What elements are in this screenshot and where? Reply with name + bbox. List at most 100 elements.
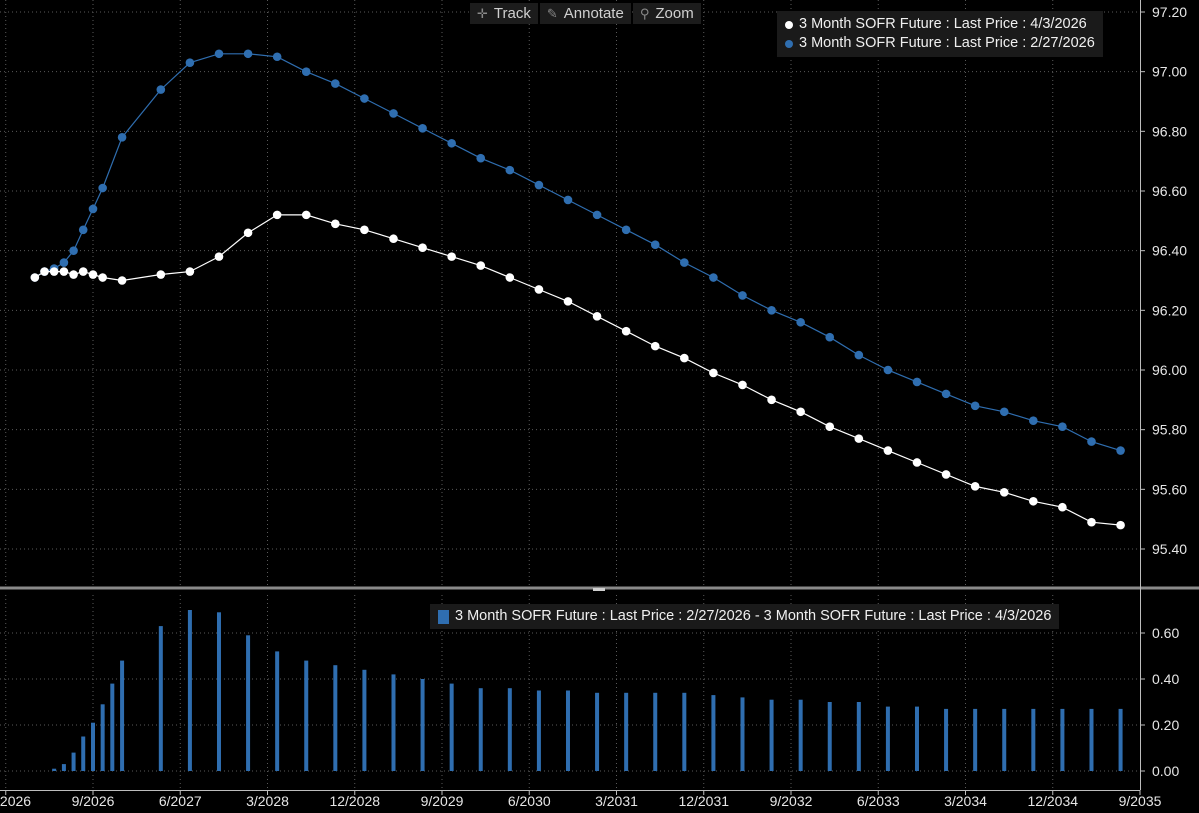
data-point bbox=[476, 153, 486, 163]
x-tick-label: 9/2026 bbox=[72, 793, 115, 809]
data-point bbox=[98, 273, 107, 282]
data-point bbox=[272, 210, 282, 220]
data-point bbox=[854, 350, 864, 360]
data-point bbox=[680, 353, 689, 363]
track-button[interactable]: ✛ Track bbox=[470, 3, 538, 24]
bar bbox=[682, 692, 687, 771]
series-line bbox=[34, 53, 1121, 452]
bar bbox=[1118, 708, 1123, 771]
legend-swatch-previous bbox=[785, 39, 793, 48]
x-tick-label: 6/2027 bbox=[159, 793, 202, 809]
y-tick-label-top: 96.60 bbox=[1152, 183, 1187, 199]
bar bbox=[798, 699, 803, 771]
data-point bbox=[650, 240, 660, 249]
bar bbox=[333, 665, 338, 771]
x-tick-label: 3/2034 bbox=[944, 793, 987, 809]
legend-entry-current[interactable]: 3 Month SOFR Future : Last Price : 4/3/2… bbox=[785, 15, 1095, 34]
annotate-label: Annotate bbox=[563, 5, 624, 22]
data-point bbox=[854, 434, 864, 443]
y-tick-label-top: 97.20 bbox=[1152, 4, 1187, 20]
panel-resize-handle bbox=[593, 588, 605, 591]
data-point bbox=[49, 267, 59, 276]
data-point bbox=[1116, 520, 1125, 530]
zoom-button[interactable]: ⚲ Zoom bbox=[632, 3, 701, 24]
data-point bbox=[476, 261, 486, 270]
bar bbox=[856, 702, 861, 771]
y-tick-label-bottom: 0.40 bbox=[1152, 671, 1179, 687]
data-point bbox=[156, 270, 166, 279]
x-tick-label: 12/2034 bbox=[1027, 793, 1078, 809]
crosshair-icon: ✛ bbox=[477, 6, 488, 21]
data-point bbox=[941, 470, 951, 479]
data-point bbox=[534, 180, 544, 190]
y-tick-label-top: 96.40 bbox=[1152, 243, 1187, 259]
track-label: Track bbox=[493, 5, 531, 22]
x-tick-label: 9/2029 bbox=[421, 793, 464, 809]
y-tick-label-top: 96.20 bbox=[1152, 302, 1187, 318]
bar bbox=[653, 692, 658, 771]
data-point bbox=[185, 267, 195, 276]
bar-chart-legend: 3 Month SOFR Future : Last Price : 2/27/… bbox=[430, 604, 1060, 629]
data-point bbox=[447, 138, 456, 148]
data-point bbox=[418, 243, 427, 252]
x-tick-label: 6/2033 bbox=[857, 793, 900, 809]
data-point bbox=[912, 458, 922, 467]
data-point bbox=[88, 204, 98, 214]
bar bbox=[71, 752, 76, 771]
bar bbox=[478, 688, 483, 771]
data-point bbox=[738, 291, 747, 300]
bar bbox=[507, 688, 512, 771]
data-point bbox=[40, 267, 49, 276]
annotate-button[interactable]: ✎ Annotate bbox=[539, 3, 631, 24]
bar bbox=[216, 612, 221, 771]
bar bbox=[246, 635, 251, 771]
data-point bbox=[738, 380, 747, 390]
legend-entry-previous[interactable]: 3 Month SOFR Future : Last Price : 2/27/… bbox=[785, 34, 1095, 53]
data-point bbox=[1087, 437, 1096, 446]
bar bbox=[827, 702, 832, 771]
data-point bbox=[650, 341, 660, 351]
data-point bbox=[98, 183, 107, 193]
data-point bbox=[117, 276, 127, 285]
data-point bbox=[30, 273, 40, 282]
y-tick-label-bottom: 0.00 bbox=[1152, 763, 1179, 779]
bar bbox=[1031, 708, 1036, 771]
data-point bbox=[592, 210, 602, 220]
x-tick-label: 12/2031 bbox=[678, 793, 729, 809]
bar bbox=[61, 764, 66, 771]
data-point bbox=[360, 94, 369, 103]
y-tick-label-top: 95.40 bbox=[1152, 541, 1187, 557]
data-point bbox=[505, 165, 515, 175]
bar bbox=[740, 697, 745, 771]
data-point bbox=[331, 219, 340, 229]
data-point bbox=[1116, 446, 1125, 455]
data-point bbox=[88, 270, 98, 279]
bar bbox=[362, 669, 367, 771]
bar bbox=[81, 736, 86, 771]
data-point bbox=[1058, 422, 1067, 431]
data-point bbox=[796, 407, 805, 417]
y-tick-label-top: 97.00 bbox=[1152, 64, 1187, 80]
y-tick-label-top: 95.60 bbox=[1152, 481, 1187, 497]
bar bbox=[973, 708, 978, 771]
data-point bbox=[301, 210, 311, 220]
data-point bbox=[883, 446, 893, 455]
bar bbox=[100, 704, 105, 771]
data-point bbox=[389, 234, 398, 244]
bar bbox=[1089, 708, 1094, 771]
data-point bbox=[825, 332, 835, 342]
bar bbox=[391, 674, 396, 771]
legend-entry-difference[interactable]: 3 Month SOFR Future : Last Price : 2/27/… bbox=[438, 607, 1051, 626]
data-point bbox=[447, 252, 456, 261]
data-point bbox=[1029, 496, 1038, 506]
data-point bbox=[214, 252, 224, 261]
data-point bbox=[912, 377, 922, 387]
series-line bbox=[34, 214, 1121, 526]
data-point bbox=[69, 270, 78, 279]
zoom-label: Zoom bbox=[655, 5, 694, 22]
data-point bbox=[970, 482, 980, 491]
legend-swatch-difference bbox=[438, 609, 449, 624]
data-point bbox=[767, 395, 776, 405]
y-tick-label-top: 96.80 bbox=[1152, 123, 1187, 139]
